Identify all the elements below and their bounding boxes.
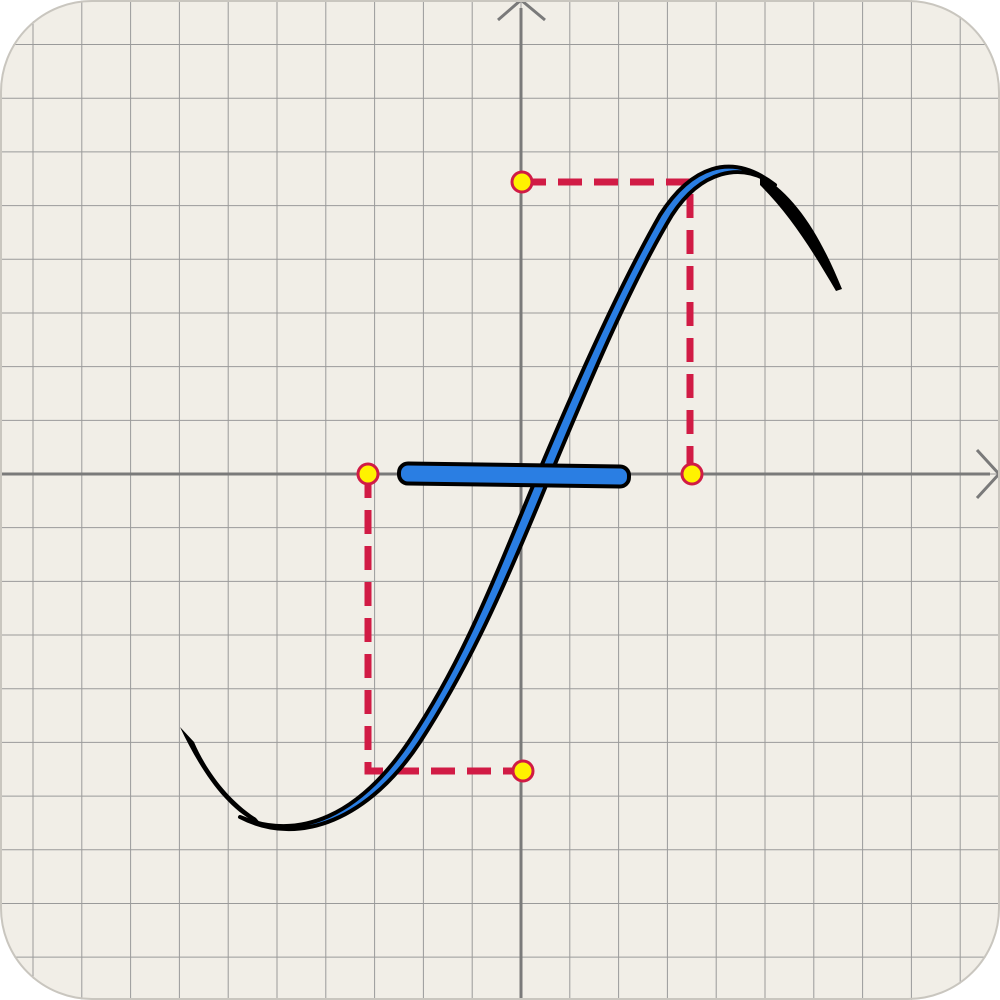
point-y-min xyxy=(511,759,535,783)
key-points xyxy=(356,170,704,783)
point-x-max xyxy=(680,462,704,486)
point-x-min xyxy=(356,462,380,486)
point-y-max xyxy=(510,170,534,194)
function-curve xyxy=(238,164,777,832)
curve-tail-left xyxy=(180,727,262,825)
lower-guide xyxy=(364,474,522,775)
curve-tails xyxy=(180,175,842,825)
curve-tail-right xyxy=(760,175,842,291)
y-axis-arrow-icon xyxy=(497,0,546,22)
function-crossbar xyxy=(396,461,632,489)
